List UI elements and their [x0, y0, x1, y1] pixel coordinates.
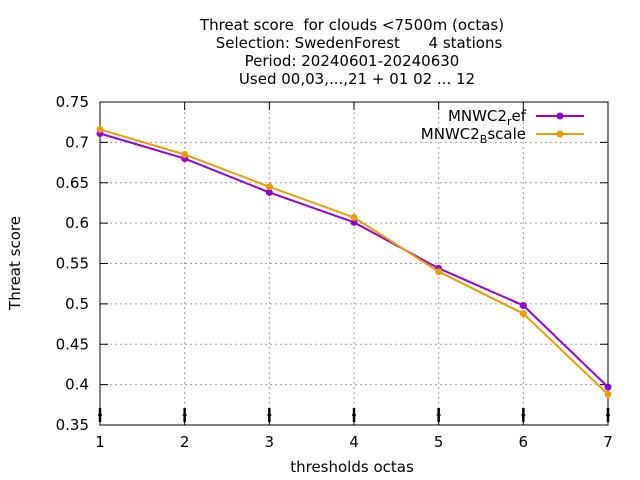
series-2-point — [604, 390, 612, 398]
legend-label-2: MNWC2Bscale — [421, 125, 526, 146]
x-tick-label: 2 — [180, 433, 190, 451]
y-axis-ticks: 0.35 0.4 0.45 0.5 0.55 0.6 0.65 0.7 0.75 — [56, 93, 608, 434]
y-tick-label: 0.65 — [56, 174, 89, 192]
series-2-point — [181, 150, 189, 158]
series-1-point — [265, 188, 273, 196]
series-line-1 — [99, 132, 609, 388]
grid — [100, 102, 608, 425]
y-tick-label: 0.6 — [65, 214, 89, 232]
series-2-point — [96, 125, 104, 133]
x-tick-label: 7 — [603, 433, 613, 451]
x-tick-label: 3 — [265, 433, 275, 451]
legend-label-1: MNWC2ref — [448, 107, 527, 128]
y-tick-label: 0.35 — [56, 416, 89, 434]
y-axis-label: Threat score — [6, 216, 24, 311]
chart-title: Threat score for clouds <7500m (octas)Se… — [199, 16, 504, 88]
title-line-2: Selection: SwedenForest 4 stations — [216, 34, 503, 52]
legend-marker-1 — [556, 112, 564, 120]
series-1-point — [350, 218, 358, 226]
title-line-3: Period: 20240601-20240630 — [245, 52, 460, 70]
x-tick-label: 4 — [349, 433, 359, 451]
x-tick-label: 5 — [434, 433, 444, 451]
series-2-point — [435, 268, 443, 276]
y-tick-label: 0.5 — [65, 295, 89, 313]
x-tick-label: 6 — [519, 433, 529, 451]
series-line-2 — [99, 128, 609, 396]
x-axis-ticks: 1 2 3 4 5 6 7 — [95, 102, 613, 451]
x-axis-label: thresholds octas — [290, 458, 414, 476]
y-tick-label: 0.7 — [65, 133, 89, 151]
series-1-point — [604, 383, 612, 391]
x-tick-label: 1 — [95, 433, 105, 451]
series — [96, 125, 612, 398]
title-line-1: Threat score for clouds <7500m (octas) — [199, 16, 504, 34]
y-tick-label: 0.75 — [56, 93, 89, 111]
y-tick-label: 0.4 — [65, 376, 89, 394]
legend-marker-2 — [556, 130, 564, 138]
series-1-point — [519, 301, 527, 309]
y-tick-label: 0.55 — [56, 255, 89, 273]
title-line-4: Used 00,03,...,21 + 01 02 ... 12 — [239, 70, 475, 88]
y-tick-label: 0.45 — [56, 335, 89, 353]
series-2-point — [265, 183, 273, 191]
series-2-point — [350, 213, 358, 221]
series-2-point — [519, 310, 527, 318]
